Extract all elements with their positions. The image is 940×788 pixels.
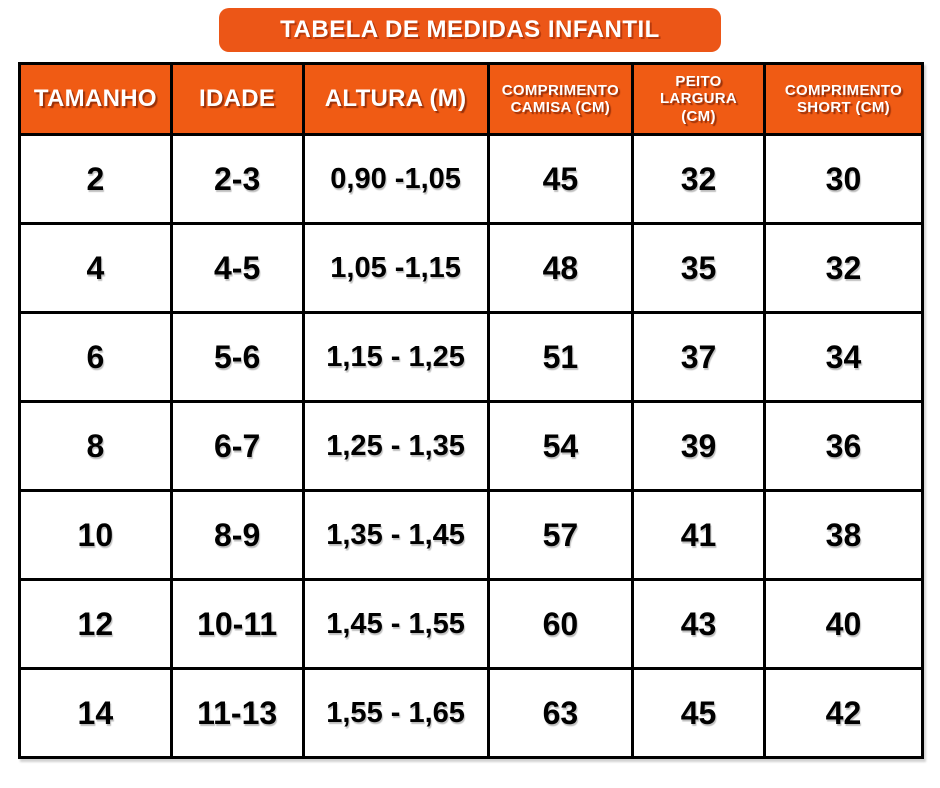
title-banner: TABELA DE MEDIDAS INFANTIL xyxy=(219,8,721,52)
table-cell-idade: 11-13 xyxy=(169,667,305,759)
table-row: 2 2-3 0,90 -1,05 45 32 30 xyxy=(18,133,925,225)
table-cell-comprimento-short-cm: 36 xyxy=(762,400,925,492)
table-cell-altura-m: 1,05 -1,15 xyxy=(301,222,490,314)
table-cell-comprimento-camisa-cm: 45 xyxy=(486,133,635,225)
table-cell-altura-m: 1,55 - 1,65 xyxy=(301,667,490,759)
table-cell-altura-m: 1,35 - 1,45 xyxy=(301,489,490,581)
table-cell-tamanho: 10 xyxy=(18,489,173,581)
table-row: 8 6-7 1,25 - 1,35 54 39 36 xyxy=(18,400,925,492)
table-cell-peito-largura-cm: 41 xyxy=(631,489,766,581)
table-cell-tamanho: 8 xyxy=(18,400,173,492)
table-cell-comprimento-short-cm: 40 xyxy=(762,578,925,670)
table-row: 10 8-9 1,35 - 1,45 57 41 38 xyxy=(18,489,925,581)
table-cell-peito-largura-cm: 39 xyxy=(631,400,766,492)
table-cell-comprimento-short-cm: 30 xyxy=(762,133,925,225)
table-cell-tamanho: 6 xyxy=(18,311,173,403)
column-header-peito-largura-cm: PEITO LARGURA (CM) xyxy=(631,62,766,136)
page-title: TABELA DE MEDIDAS INFANTIL xyxy=(280,16,660,43)
table-cell-altura-m: 1,45 - 1,55 xyxy=(301,578,490,670)
table-cell-tamanho: 4 xyxy=(18,222,173,314)
table-cell-tamanho: 2 xyxy=(18,133,173,225)
table-cell-comprimento-camisa-cm: 54 xyxy=(486,400,635,492)
table-cell-peito-largura-cm: 32 xyxy=(631,133,766,225)
table-cell-tamanho: 14 xyxy=(18,667,173,759)
table-cell-comprimento-short-cm: 42 xyxy=(762,667,925,759)
table-cell-comprimento-short-cm: 34 xyxy=(762,311,925,403)
column-header-tamanho: TAMANHO xyxy=(18,62,173,136)
table-cell-tamanho: 12 xyxy=(18,578,173,670)
table-cell-idade: 8-9 xyxy=(169,489,305,581)
column-header-idade: IDADE xyxy=(169,62,305,136)
table-cell-altura-m: 0,90 -1,05 xyxy=(301,133,490,225)
table-cell-comprimento-short-cm: 38 xyxy=(762,489,925,581)
header-row: TAMANHO IDADE ALTURA (M) COMPRIMENTO CAMISA… xyxy=(18,62,925,136)
table-cell-comprimento-camisa-cm: 48 xyxy=(486,222,635,314)
size-table: TAMANHO IDADE ALTURA (M) COMPRIMENTO CAMISA… xyxy=(18,62,925,759)
table-row: 12 10-11 1,45 - 1,55 60 43 40 xyxy=(18,578,925,670)
table-cell-comprimento-camisa-cm: 51 xyxy=(486,311,635,403)
table-cell-comprimento-short-cm: 32 xyxy=(762,222,925,314)
table-cell-peito-largura-cm: 37 xyxy=(631,311,766,403)
table-cell-comprimento-camisa-cm: 57 xyxy=(486,489,635,581)
column-header-altura-m: ALTURA (M) xyxy=(301,62,490,136)
table-row: 6 5-6 1,15 - 1,25 51 37 34 xyxy=(18,311,925,403)
table-cell-comprimento-camisa-cm: 60 xyxy=(486,578,635,670)
table-cell-altura-m: 1,25 - 1,35 xyxy=(301,400,490,492)
table-cell-peito-largura-cm: 43 xyxy=(631,578,766,670)
table-cell-idade: 10-11 xyxy=(169,578,305,670)
table-cell-comprimento-camisa-cm: 63 xyxy=(486,667,635,759)
table-cell-idade: 6-7 xyxy=(169,400,305,492)
table-cell-altura-m: 1,15 - 1,25 xyxy=(301,311,490,403)
table-cell-idade: 5-6 xyxy=(169,311,305,403)
table-cell-peito-largura-cm: 35 xyxy=(631,222,766,314)
table-cell-idade: 2-3 xyxy=(169,133,305,225)
table-row: 4 4-5 1,05 -1,15 48 35 32 xyxy=(18,222,925,314)
table-row: 14 11-13 1,55 - 1,65 63 45 42 xyxy=(18,667,925,759)
table-cell-peito-largura-cm: 45 xyxy=(631,667,766,759)
table-cell-idade: 4-5 xyxy=(169,222,305,314)
column-header-comprimento-short-cm: COMPRIMENTO SHORT (CM) xyxy=(762,62,925,136)
column-header-comprimento-camisa-cm: COMPRIMENTO CAMISA (CM) xyxy=(486,62,635,136)
